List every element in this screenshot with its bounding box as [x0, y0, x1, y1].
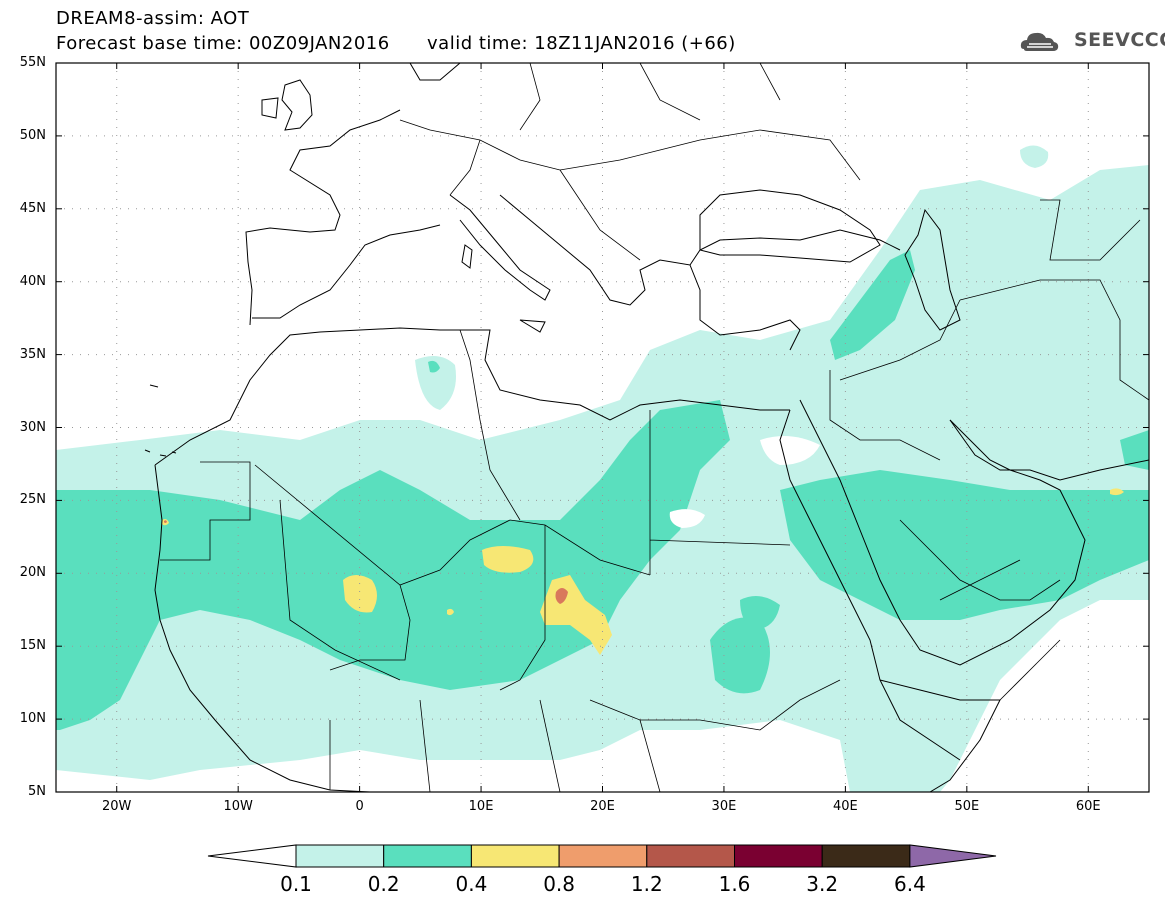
lon-tick-label: 20E	[590, 799, 615, 814]
aot-0.8-patch	[164, 520, 167, 523]
lat-tick-label: 15N	[19, 638, 46, 654]
aot-0.2-patch	[710, 617, 770, 694]
colorbar-segment	[383, 844, 472, 868]
aot-0.4-patch	[1110, 488, 1124, 496]
aot-0.4-patch	[482, 546, 534, 573]
colorbar-label: 0.8	[543, 872, 575, 896]
lat-tick-label: 25N	[19, 492, 46, 508]
aot-field	[56, 63, 1149, 792]
aot-0.4-patch	[343, 575, 377, 613]
lon-tick-label: 50E	[954, 799, 980, 814]
lat-tick-label: 20N	[19, 565, 46, 581]
lon-tick-label: 30E	[711, 799, 737, 814]
colorbar-label: 0.1	[280, 872, 312, 896]
colorbar-segment	[295, 844, 385, 868]
aot-0.1-patch	[415, 356, 456, 410]
lon-tick-label: 20W	[102, 799, 132, 814]
colorbar-label: 0.4	[455, 872, 488, 896]
lon-tick-label: 40E	[832, 799, 858, 814]
map-title: DREAM8-assim: AOT	[56, 8, 250, 29]
lat-tick-label: 35N	[19, 346, 46, 362]
lat-tick-label: 45N	[19, 200, 46, 216]
aot-0.1-patch	[1060, 208, 1120, 245]
colorbar-over-arrow	[909, 844, 997, 868]
colorbar-label: 1.2	[630, 872, 663, 896]
colorbar-label: 0.2	[367, 872, 400, 896]
colorbar-segment	[646, 844, 735, 868]
logo-cloud-icon	[1020, 32, 1059, 51]
lat-tick-label: 30N	[19, 419, 46, 435]
colorbar-under-arrow	[207, 844, 297, 868]
logo-text: SEEVCCC	[1074, 29, 1165, 51]
aot-0.2-band	[56, 400, 730, 730]
aot-0.2-patch	[428, 360, 440, 373]
colorbar-segment	[470, 844, 560, 868]
aot-0.2-patch	[740, 596, 780, 630]
aot-0.2-band	[830, 250, 915, 360]
aot-0.8-patch	[555, 588, 568, 604]
lat-tick-label: 40N	[19, 273, 46, 289]
lon-tick-label: 60E	[1075, 799, 1101, 814]
lon-tick-label: 10W	[223, 799, 253, 814]
clear-patch	[669, 509, 705, 528]
clear-patch	[760, 436, 820, 465]
axis-ticks	[56, 62, 1149, 793]
colorbar-segment	[821, 844, 911, 868]
colorbar-label: 6.4	[893, 872, 926, 896]
lat-tick-label: 10N	[19, 711, 46, 727]
colorbar	[207, 844, 997, 868]
lat-tick-label: 55N	[19, 55, 46, 70]
colorbar-label: 1.6	[718, 872, 751, 896]
coastlines	[144, 63, 1149, 792]
forecast-time-line: Forecast base time: 00Z09JAN2016 valid t…	[56, 33, 736, 54]
colorbar-segment	[734, 844, 823, 868]
lon-tick-label: 0	[355, 799, 364, 814]
aot-0.1-patch	[1020, 145, 1049, 168]
colorbar-segment	[558, 844, 648, 868]
aot-0.4-patch	[447, 608, 454, 616]
lat-tick-label: 50N	[19, 127, 46, 143]
lon-tick-label: 10E	[468, 799, 494, 814]
lat-tick-label: 5N	[28, 784, 46, 799]
country-borders	[160, 63, 1149, 792]
aot-0.2-patch	[1120, 430, 1149, 470]
colorbar-label: 3.2	[806, 872, 839, 896]
